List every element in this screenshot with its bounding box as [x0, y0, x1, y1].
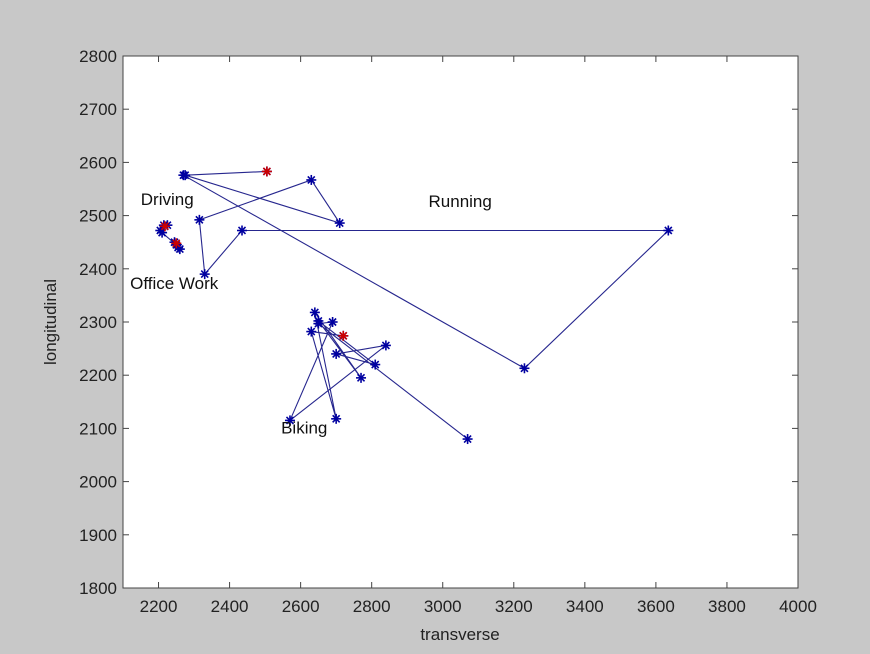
data-point — [663, 225, 674, 236]
data-point — [237, 225, 248, 236]
data-point — [519, 363, 530, 374]
marker-stroke — [339, 331, 348, 340]
marker-stroke — [328, 317, 337, 327]
y-tick-label: 2100 — [79, 419, 117, 438]
marker-stroke — [381, 341, 390, 350]
data-point — [306, 174, 317, 185]
annotation-label: Biking — [281, 419, 327, 438]
marker-stroke — [332, 349, 341, 358]
data-point — [462, 434, 473, 445]
marker-stroke — [310, 308, 319, 317]
highlight-point — [261, 166, 272, 177]
marker-stroke — [356, 373, 366, 382]
annotation-label: Office Work — [130, 274, 219, 293]
marker-stroke — [285, 416, 295, 425]
highlight-point — [338, 330, 349, 341]
highlight-point — [159, 221, 170, 232]
x-tick-label: 3200 — [495, 597, 533, 616]
marker-stroke — [335, 218, 344, 228]
x-tick-label: 2400 — [211, 597, 249, 616]
x-tick-label: 4000 — [779, 597, 817, 616]
marker-stroke — [307, 175, 316, 185]
y-tick-label: 2300 — [79, 313, 117, 332]
marker-stroke — [237, 226, 247, 235]
marker-stroke — [371, 360, 380, 369]
marker-stroke — [200, 270, 209, 279]
data-point — [306, 326, 317, 337]
x-tick-label: 3000 — [424, 597, 462, 616]
marker-stroke — [307, 327, 316, 336]
marker-stroke — [332, 414, 341, 423]
highlight-point — [171, 238, 182, 249]
x-tick-label: 2800 — [353, 597, 391, 616]
annotation-label: Running — [429, 192, 492, 211]
data-point — [380, 340, 391, 351]
y-tick-label: 1900 — [79, 526, 117, 545]
marker-stroke — [262, 167, 271, 176]
data-point — [313, 318, 324, 329]
marker-stroke — [195, 215, 204, 224]
marker-stroke — [664, 226, 673, 235]
marker-stroke — [172, 239, 181, 248]
y-tick-label: 1800 — [79, 579, 117, 598]
series-markers — [155, 166, 674, 445]
data-point — [334, 218, 345, 229]
data-point — [284, 415, 295, 426]
data-point — [194, 214, 205, 225]
data-point — [309, 307, 320, 318]
y-tick-label: 2700 — [79, 100, 117, 119]
y-tick-label: 2500 — [79, 207, 117, 226]
y-tick-label: 2800 — [79, 47, 117, 66]
marker-stroke — [174, 243, 183, 252]
annotation-label: Driving — [141, 190, 194, 209]
plot-area — [122, 55, 799, 589]
marker-stroke — [520, 364, 529, 373]
y-axis-label: longitudinal — [41, 279, 60, 365]
series-line-1 — [183, 170, 670, 369]
marker-stroke — [463, 434, 472, 444]
x-axis-label: transverse — [420, 625, 499, 644]
y-tick-label: 2000 — [79, 473, 117, 492]
y-tick-label: 2600 — [79, 153, 117, 172]
y-tick-label: 2200 — [79, 366, 117, 385]
data-point — [370, 359, 381, 370]
data-point — [327, 317, 338, 327]
data-point — [331, 348, 342, 359]
marker-stroke — [179, 171, 188, 180]
data-point — [356, 372, 367, 383]
x-tick-label: 2200 — [140, 597, 178, 616]
marker-stroke — [314, 319, 323, 328]
data-point — [178, 170, 189, 181]
data-point — [331, 413, 342, 424]
x-tick-label: 3800 — [708, 597, 746, 616]
annotations: Driving Office Work Running Biking — [130, 190, 492, 438]
y-tick-label: 2400 — [79, 260, 117, 279]
x-tick-label: 2600 — [282, 597, 320, 616]
x-tick-label: 3400 — [566, 597, 604, 616]
x-tick-label: 3600 — [637, 597, 675, 616]
data-point — [199, 269, 210, 280]
marker-stroke — [160, 222, 169, 231]
axis-ticks: 2200 2400 2600 2800 3000 3200 3400 3600 3800 4000… — [79, 47, 817, 616]
